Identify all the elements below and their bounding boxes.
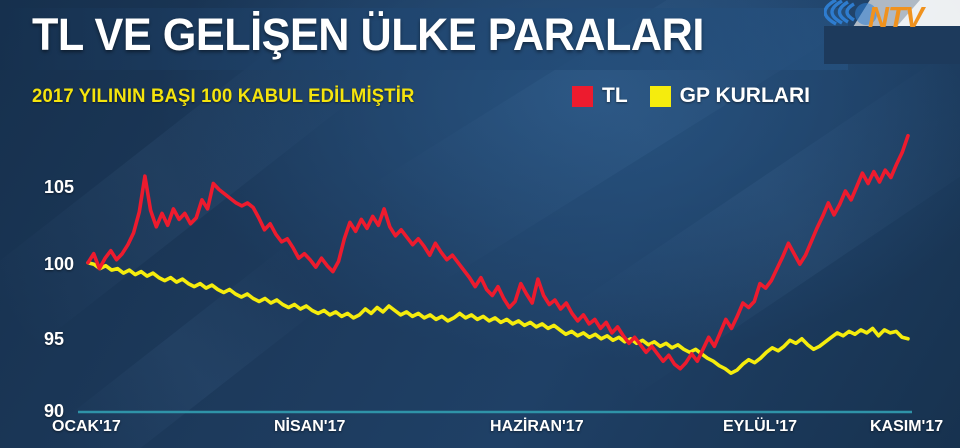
y-axis-tick-95: 95 [44,329,65,349]
x-axis-tick-nisan: NİSAN'17 [274,418,346,435]
x-axis-tick-kasim: KASIM'17 [870,418,944,435]
x-axis-tick-haziran: HAZİRAN'17 [490,418,584,435]
x-axis-tick-eylul: EYLÜL'17 [723,418,798,435]
y-axis-tick-100: 100 [44,254,75,274]
legend-label-gp: GP KURLARI [679,84,810,107]
ntv-logo: NTV [823,0,960,64]
page-title: TL VE GELİŞEN ÜLKE PARALARI [32,9,704,60]
legend-swatch-gp [649,85,671,107]
svg-text:NTV: NTV [868,2,927,34]
chart-subtitle: 2017 YILININ BAŞI 100 KABUL EDİLMİŞTİR [32,86,415,107]
title-banner [0,8,848,70]
legend-label-tl: TL [602,84,628,107]
legend-item-tl: TL [572,84,628,108]
chart-legend: TL GP KURLARI [572,84,810,108]
series-line-gp-kurlari [86,260,910,376]
legend-swatch-tl [572,85,593,107]
series-line-tl [86,133,910,371]
y-axis-tick-90: 90 [44,401,65,421]
x-axis-tick-ocak: OCAK'17 [52,418,121,435]
ntv-logo-icon: NTV [823,0,960,64]
y-axis-tick-105: 105 [44,177,75,197]
legend-item-gp: GP KURLARI [649,84,810,108]
